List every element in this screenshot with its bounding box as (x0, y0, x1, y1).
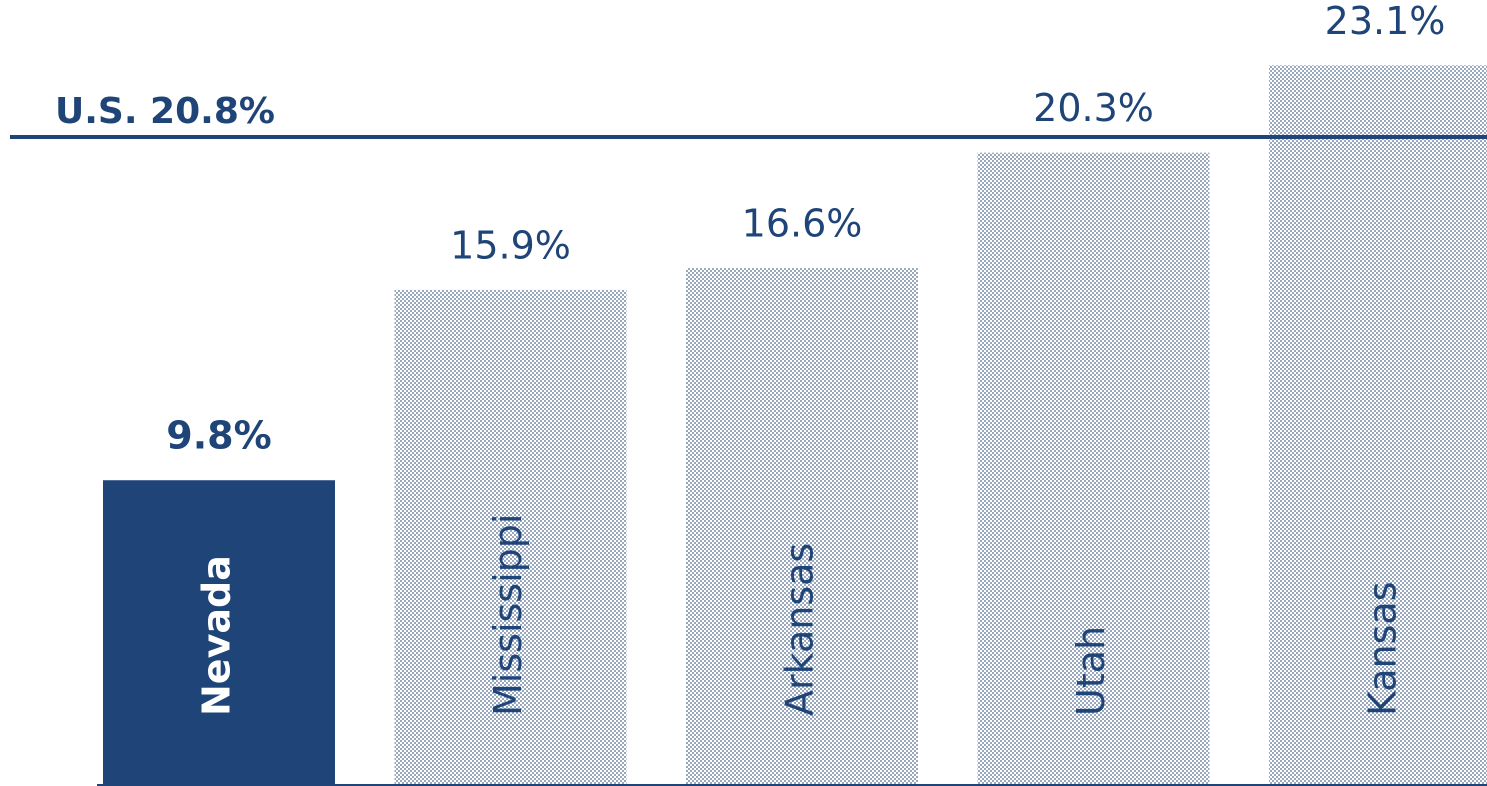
value-label: 15.9% (450, 223, 571, 267)
reference-label: U.S. 20.8% (55, 91, 275, 132)
bar (977, 152, 1210, 786)
bar (1269, 65, 1487, 786)
value-label: 23.1% (1325, 0, 1446, 43)
category-label: Arkansas (778, 543, 822, 716)
category-label: Mississippi (486, 514, 530, 716)
value-label: 16.6% (742, 202, 863, 246)
category-label: Nevada (195, 555, 239, 716)
value-label: 9.8% (166, 414, 271, 458)
category-label: Utah (1069, 626, 1113, 716)
bar (103, 480, 335, 786)
bar (686, 268, 918, 786)
category-label: Kansas (1361, 581, 1405, 716)
bar (394, 289, 627, 786)
value-label: 20.3% (1033, 86, 1154, 130)
